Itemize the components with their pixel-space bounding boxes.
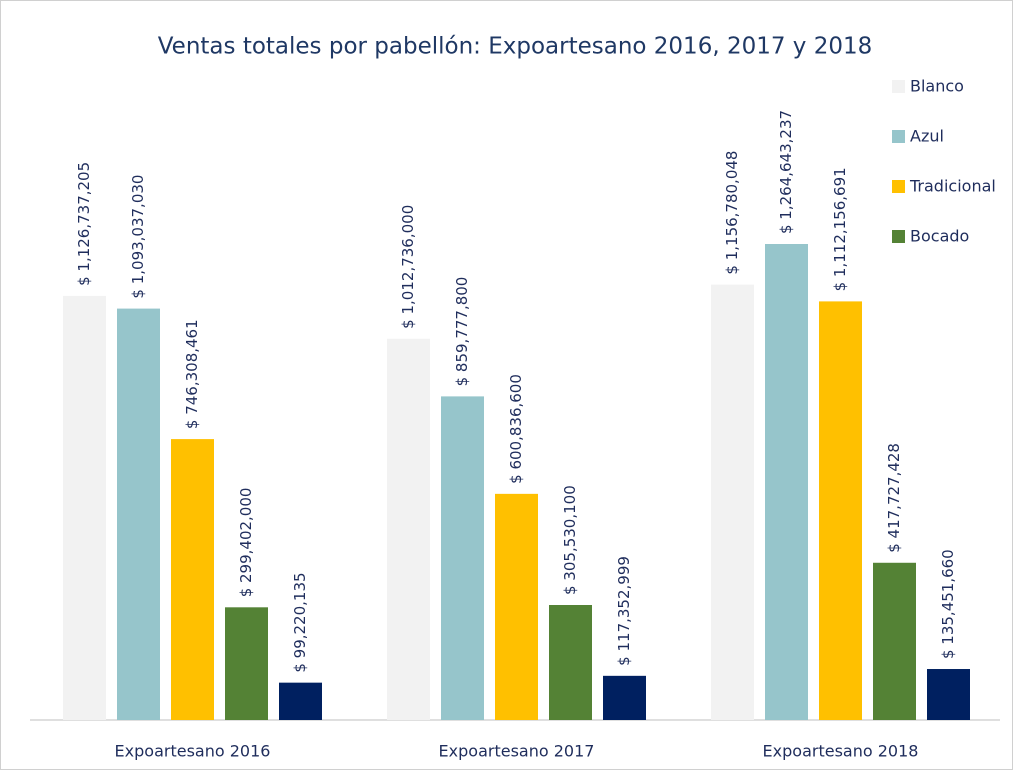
bar [387,338,430,720]
legend-label: Azul [910,127,944,146]
legend-label: Tradicional [909,177,996,196]
bar [225,607,268,720]
bar [63,295,106,720]
x-tick-label: Expoartesano 2016 [115,742,271,761]
value-label: $ 417,727,428 [885,443,903,553]
bar [603,675,646,720]
value-label: $ 859,777,800 [453,277,471,387]
value-label: $ 1,093,037,030 [129,175,147,299]
legend-swatch [892,130,905,143]
legend-swatch [892,80,905,93]
value-label: $ 305,530,100 [561,485,579,595]
bar [819,301,862,720]
value-label: $ 600,836,600 [507,374,525,484]
value-label: $ 1,264,643,237 [777,110,795,234]
bar [441,396,484,720]
bar [549,605,592,720]
bar [279,682,322,720]
value-label: $ 117,352,999 [615,556,633,666]
bar [171,439,214,720]
value-label: $ 135,451,660 [939,549,957,659]
bar [117,308,160,720]
value-label: $ 299,402,000 [237,488,255,598]
value-label: $ 1,112,156,691 [831,167,849,291]
legend-swatch [892,180,905,193]
x-tick-label: Expoartesano 2018 [763,742,919,761]
chart-title: Ventas totales por pabellón: Expoartesan… [158,34,873,60]
legend-label: Blanco [910,77,964,96]
value-label: $ 99,220,135 [291,572,309,672]
bar [765,244,808,720]
bar [711,284,754,720]
x-tick-label: Expoartesano 2017 [439,742,595,761]
value-label: $ 1,126,737,205 [75,162,93,286]
value-label: $ 1,012,736,000 [399,205,417,329]
bar [873,562,916,720]
bar [495,493,538,720]
legend-swatch [892,230,905,243]
value-label: $ 746,308,461 [183,319,201,429]
bar [927,669,970,720]
value-label: $ 1,156,780,048 [723,151,741,275]
legend-label: Bocado [910,227,969,246]
